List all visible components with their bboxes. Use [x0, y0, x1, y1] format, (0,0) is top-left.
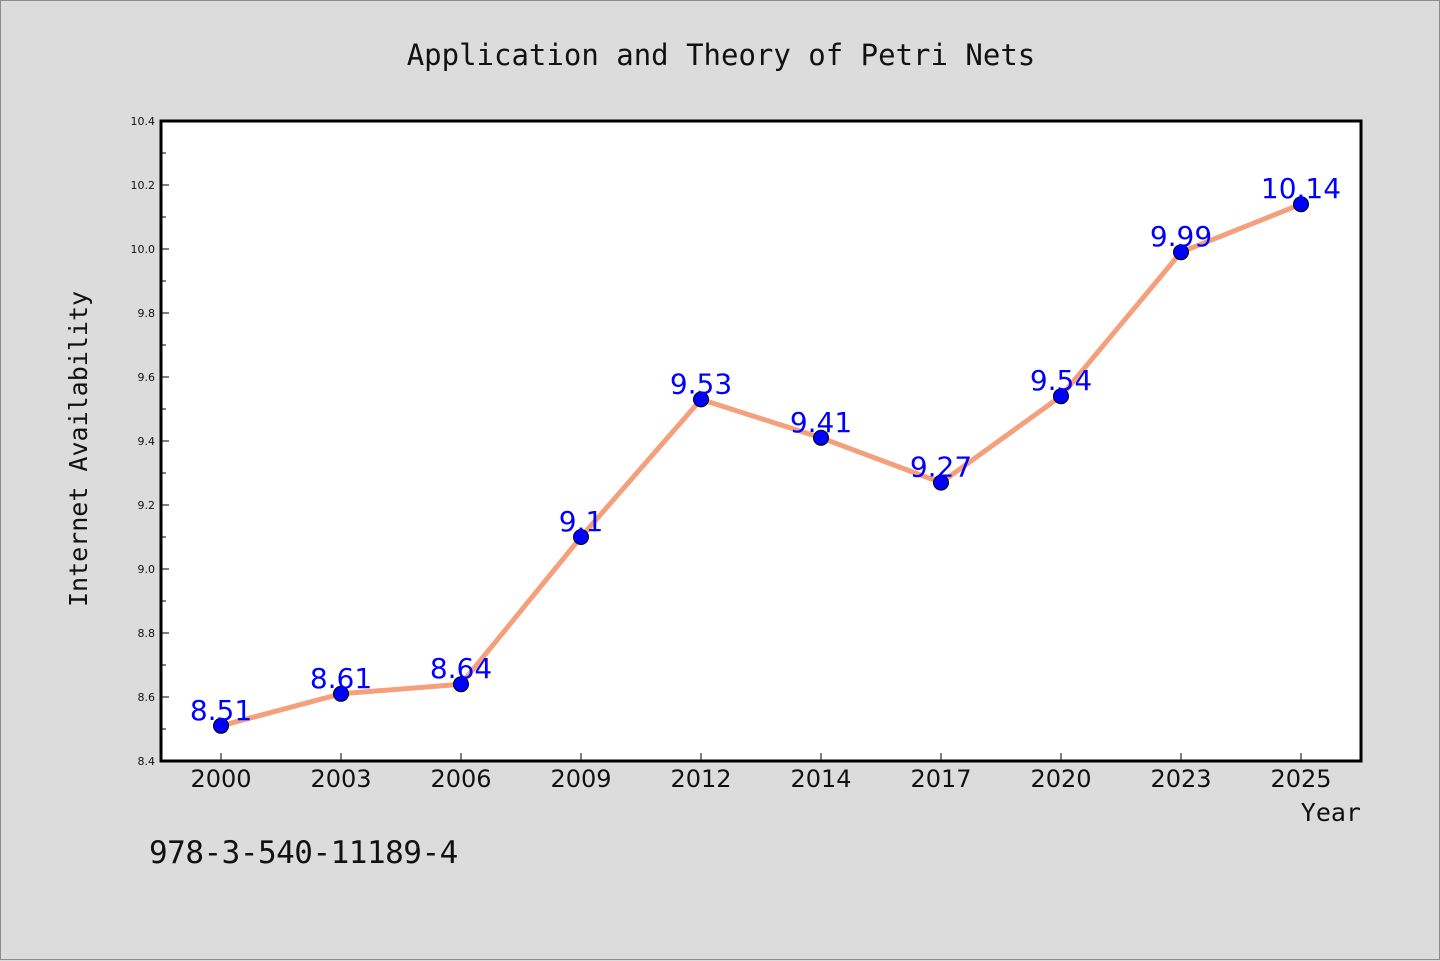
y-axis: 8.4 8.6 8.8 9.0 9.2 9.4 9.6 9.8 10.0 10.2 10.4 — [131, 115, 169, 768]
y-tick-label: 10.0 — [131, 243, 156, 256]
x-tick-label: 2020 — [1030, 765, 1091, 793]
data-label: 10.14 — [1261, 172, 1341, 205]
x-tick-label: 2006 — [430, 765, 491, 793]
y-tick-label: 9.6 — [138, 371, 156, 384]
data-label: 8.51 — [190, 694, 252, 727]
data-label: 9.27 — [910, 451, 972, 484]
data-point — [813, 429, 829, 446]
y-axis-label: Internet Availability — [64, 291, 93, 607]
plot-area — [159, 119, 1363, 763]
data-point — [573, 529, 589, 545]
y-tick-label: 10.4 — [131, 115, 156, 128]
x-axis: 2000 2003 2006 2009 2012 2014 2017 2020 2023 2025 — [190, 753, 1332, 793]
y-tick-label: 9.8 — [138, 307, 156, 320]
data-point — [933, 474, 949, 491]
data-label: 9.54 — [1030, 364, 1092, 397]
y-tick-label: 9.0 — [138, 563, 156, 576]
x-axis-label: Year — [1301, 798, 1361, 827]
y-tick-label: 9.4 — [138, 435, 156, 448]
x-tick-label: 2014 — [790, 765, 851, 793]
data-label: 9.53 — [670, 367, 732, 400]
x-tick-label: 2017 — [910, 765, 971, 793]
data-point — [1173, 244, 1189, 261]
data-point — [333, 685, 349, 702]
y-tick-label: 10.2 — [131, 179, 156, 192]
y-tick-label: 8.4 — [138, 755, 156, 768]
x-tick-label: 2000 — [190, 765, 251, 793]
x-tick-label: 2003 — [310, 765, 371, 793]
isbn-caption: 978-3-540-11189-4 — [149, 835, 458, 871]
x-tick-label: 2023 — [1150, 765, 1211, 793]
y-tick-label: 9.2 — [138, 499, 156, 512]
x-tick-label: 2025 — [1270, 765, 1331, 793]
chart-title: Application and Theory of Petri Nets — [407, 38, 1036, 72]
data-point — [453, 676, 469, 693]
data-point — [213, 717, 229, 734]
x-tick-label: 2009 — [550, 765, 611, 793]
data-point — [1053, 388, 1069, 405]
data-label: 9.1 — [559, 505, 604, 538]
data-label: 8.64 — [430, 652, 492, 685]
y-tick-label: 8.6 — [138, 691, 156, 704]
x-tick-label: 2012 — [670, 765, 731, 793]
data-point — [693, 391, 709, 408]
series-line — [218, 201, 1304, 729]
data-label: 9.41 — [790, 406, 852, 439]
data-label: 8.61 — [310, 662, 372, 695]
data-point — [1293, 196, 1309, 213]
data-series: 8.51 8.61 8.64 9.1 9.53 9.41 9.27 9.54 9.99 10.14 — [190, 172, 1341, 734]
data-label: 9.99 — [1150, 220, 1212, 253]
y-tick-label: 8.8 — [138, 627, 156, 640]
